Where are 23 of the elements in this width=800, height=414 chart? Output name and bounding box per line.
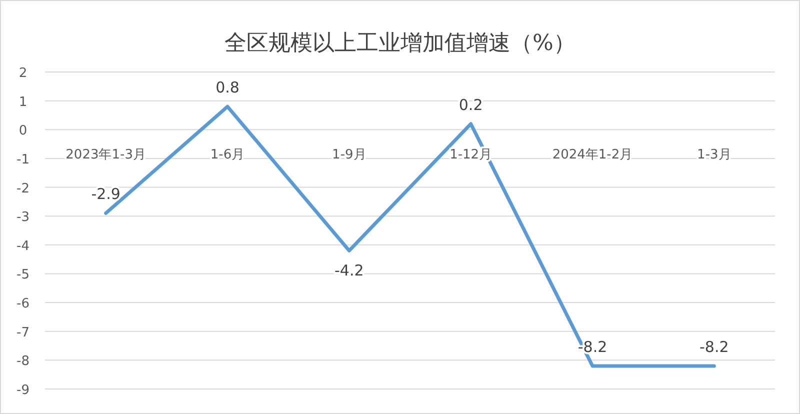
y-tick-label: -2 [16, 181, 30, 196]
y-tick-label: -1 [16, 152, 30, 168]
y-tick-label: 2 [18, 66, 28, 81]
data-label: -2.9 [91, 185, 120, 204]
y-tick-label: -6 [16, 296, 30, 312]
y-tick-label: 0 [18, 124, 28, 139]
data-label: 0.2 [458, 96, 483, 114]
x-tick-label: 1-6月 [210, 148, 245, 163]
y-tick-label: -8 [16, 354, 30, 370]
data-label: -8.2 [700, 338, 729, 356]
x-tick-label: 1-9月 [332, 148, 366, 163]
y-tick-label: -5 [16, 268, 30, 283]
data-label: -4.2 [334, 262, 364, 280]
y-tick-label: -4 [16, 238, 30, 254]
y-tick-label: -3 [16, 210, 30, 226]
x-tick-label: 1-3月 [697, 148, 732, 163]
y-tick-label: -7 [16, 325, 30, 340]
y-tick-label: 1 [18, 94, 28, 110]
x-tick-label: 2023年1-3月 [66, 148, 146, 163]
x-tick-label: 2024年1-2月 [552, 148, 633, 163]
data-label: 0.8 [216, 78, 240, 97]
chart-title: 全区规模以上工业增加值增速（%） [224, 31, 576, 56]
y-tick-label: -9 [16, 383, 30, 398]
